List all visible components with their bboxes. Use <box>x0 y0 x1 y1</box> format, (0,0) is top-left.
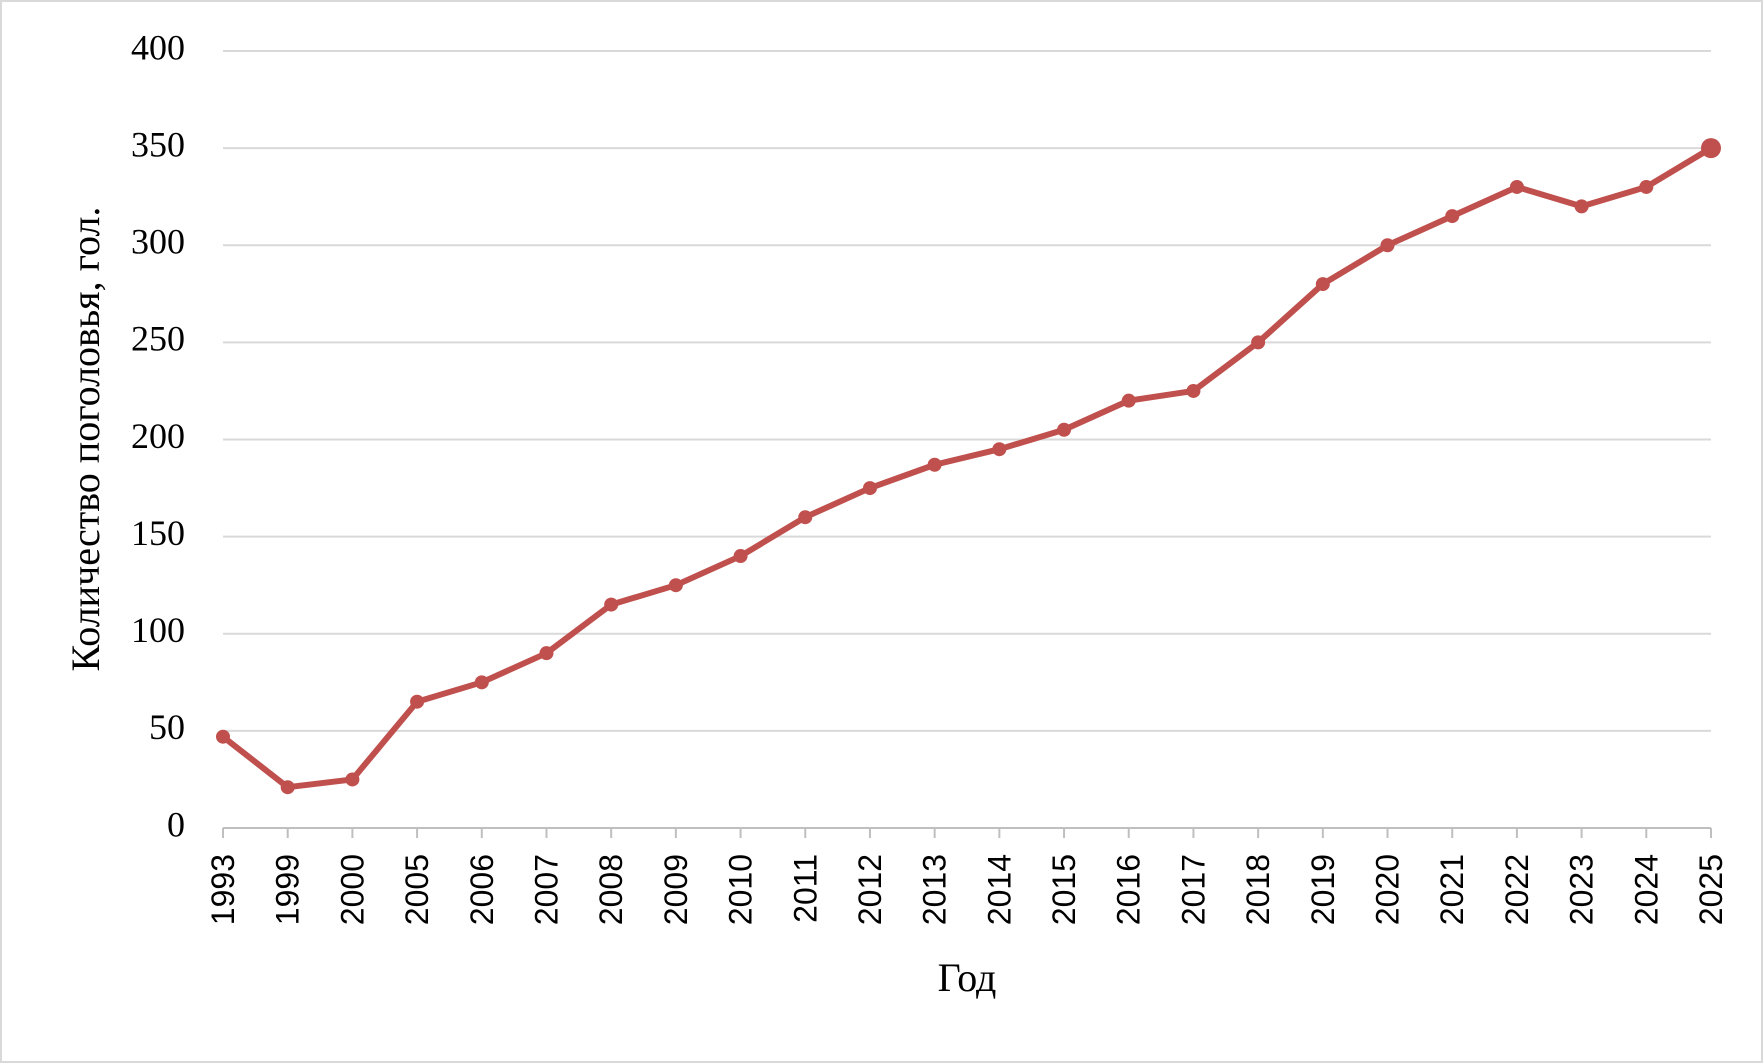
data-point <box>862 481 877 496</box>
data-point <box>1121 393 1136 408</box>
data-point <box>604 597 619 612</box>
data-point <box>992 442 1007 457</box>
data-point <box>733 549 748 564</box>
y-tick-label: 50 <box>149 707 185 747</box>
x-tick-label: 2005 <box>399 854 435 925</box>
x-tick-label: 2015 <box>1046 854 1082 925</box>
x-axis-title: Год <box>938 955 997 1000</box>
x-tick-label: 2018 <box>1240 854 1276 925</box>
data-point <box>1445 209 1460 224</box>
data-point <box>1701 138 1721 159</box>
x-tick-label: 2008 <box>593 854 629 925</box>
data-point <box>1057 422 1072 437</box>
data-line <box>221 145 1713 791</box>
data-point <box>1315 277 1330 292</box>
y-axis-title: Количество поголовья, гол. <box>63 207 108 672</box>
y-tick-label: 100 <box>131 610 185 650</box>
y-tick-label: 200 <box>131 416 185 456</box>
data-point <box>1574 199 1589 214</box>
x-tick-label: 2017 <box>1175 854 1211 925</box>
x-tick-label: 2009 <box>658 854 694 925</box>
x-tick-label: 2023 <box>1564 854 1600 925</box>
data-point <box>1639 179 1654 194</box>
data-point <box>927 457 942 472</box>
x-tick-label: 2012 <box>852 854 888 925</box>
x-tick-label: 2024 <box>1628 854 1664 925</box>
y-tick-label: 350 <box>131 124 185 164</box>
x-tick-label: 2019 <box>1305 854 1341 925</box>
data-point <box>1251 335 1266 350</box>
data-point <box>216 729 230 744</box>
data-point <box>539 646 554 661</box>
data-point <box>798 510 813 525</box>
x-tick-label: 2000 <box>334 854 370 925</box>
x-tick-label: 1999 <box>270 854 306 925</box>
x-tick-label: 2016 <box>1111 854 1147 925</box>
y-tick-label: 0 <box>167 804 185 844</box>
y-tick-label: 300 <box>131 222 185 262</box>
x-tick-label: 2007 <box>528 854 564 925</box>
data-point <box>668 578 683 593</box>
data-point <box>345 772 360 787</box>
x-tick-label: 1993 <box>205 854 241 925</box>
x-tick-label: 2014 <box>981 854 1017 925</box>
x-tick-label: 2006 <box>464 854 500 925</box>
y-tick-label: 400 <box>131 27 185 67</box>
data-point <box>1186 383 1201 398</box>
x-tick-label: 2025 <box>1693 854 1729 925</box>
data-point <box>474 675 489 690</box>
data-point <box>1380 238 1395 253</box>
x-tick-label: 2011 <box>787 854 823 923</box>
x-tick-label: 2013 <box>917 854 953 925</box>
y-tick-label: 150 <box>131 513 185 553</box>
data-point <box>280 780 295 795</box>
x-tick-label: 2010 <box>723 854 759 925</box>
data-point <box>1509 179 1524 194</box>
y-tick-label: 250 <box>131 319 185 359</box>
x-tick-label: 2020 <box>1370 854 1406 925</box>
x-tick-label: 2021 <box>1434 854 1470 925</box>
x-tick-label: 2022 <box>1499 854 1535 925</box>
data-point <box>410 694 425 709</box>
